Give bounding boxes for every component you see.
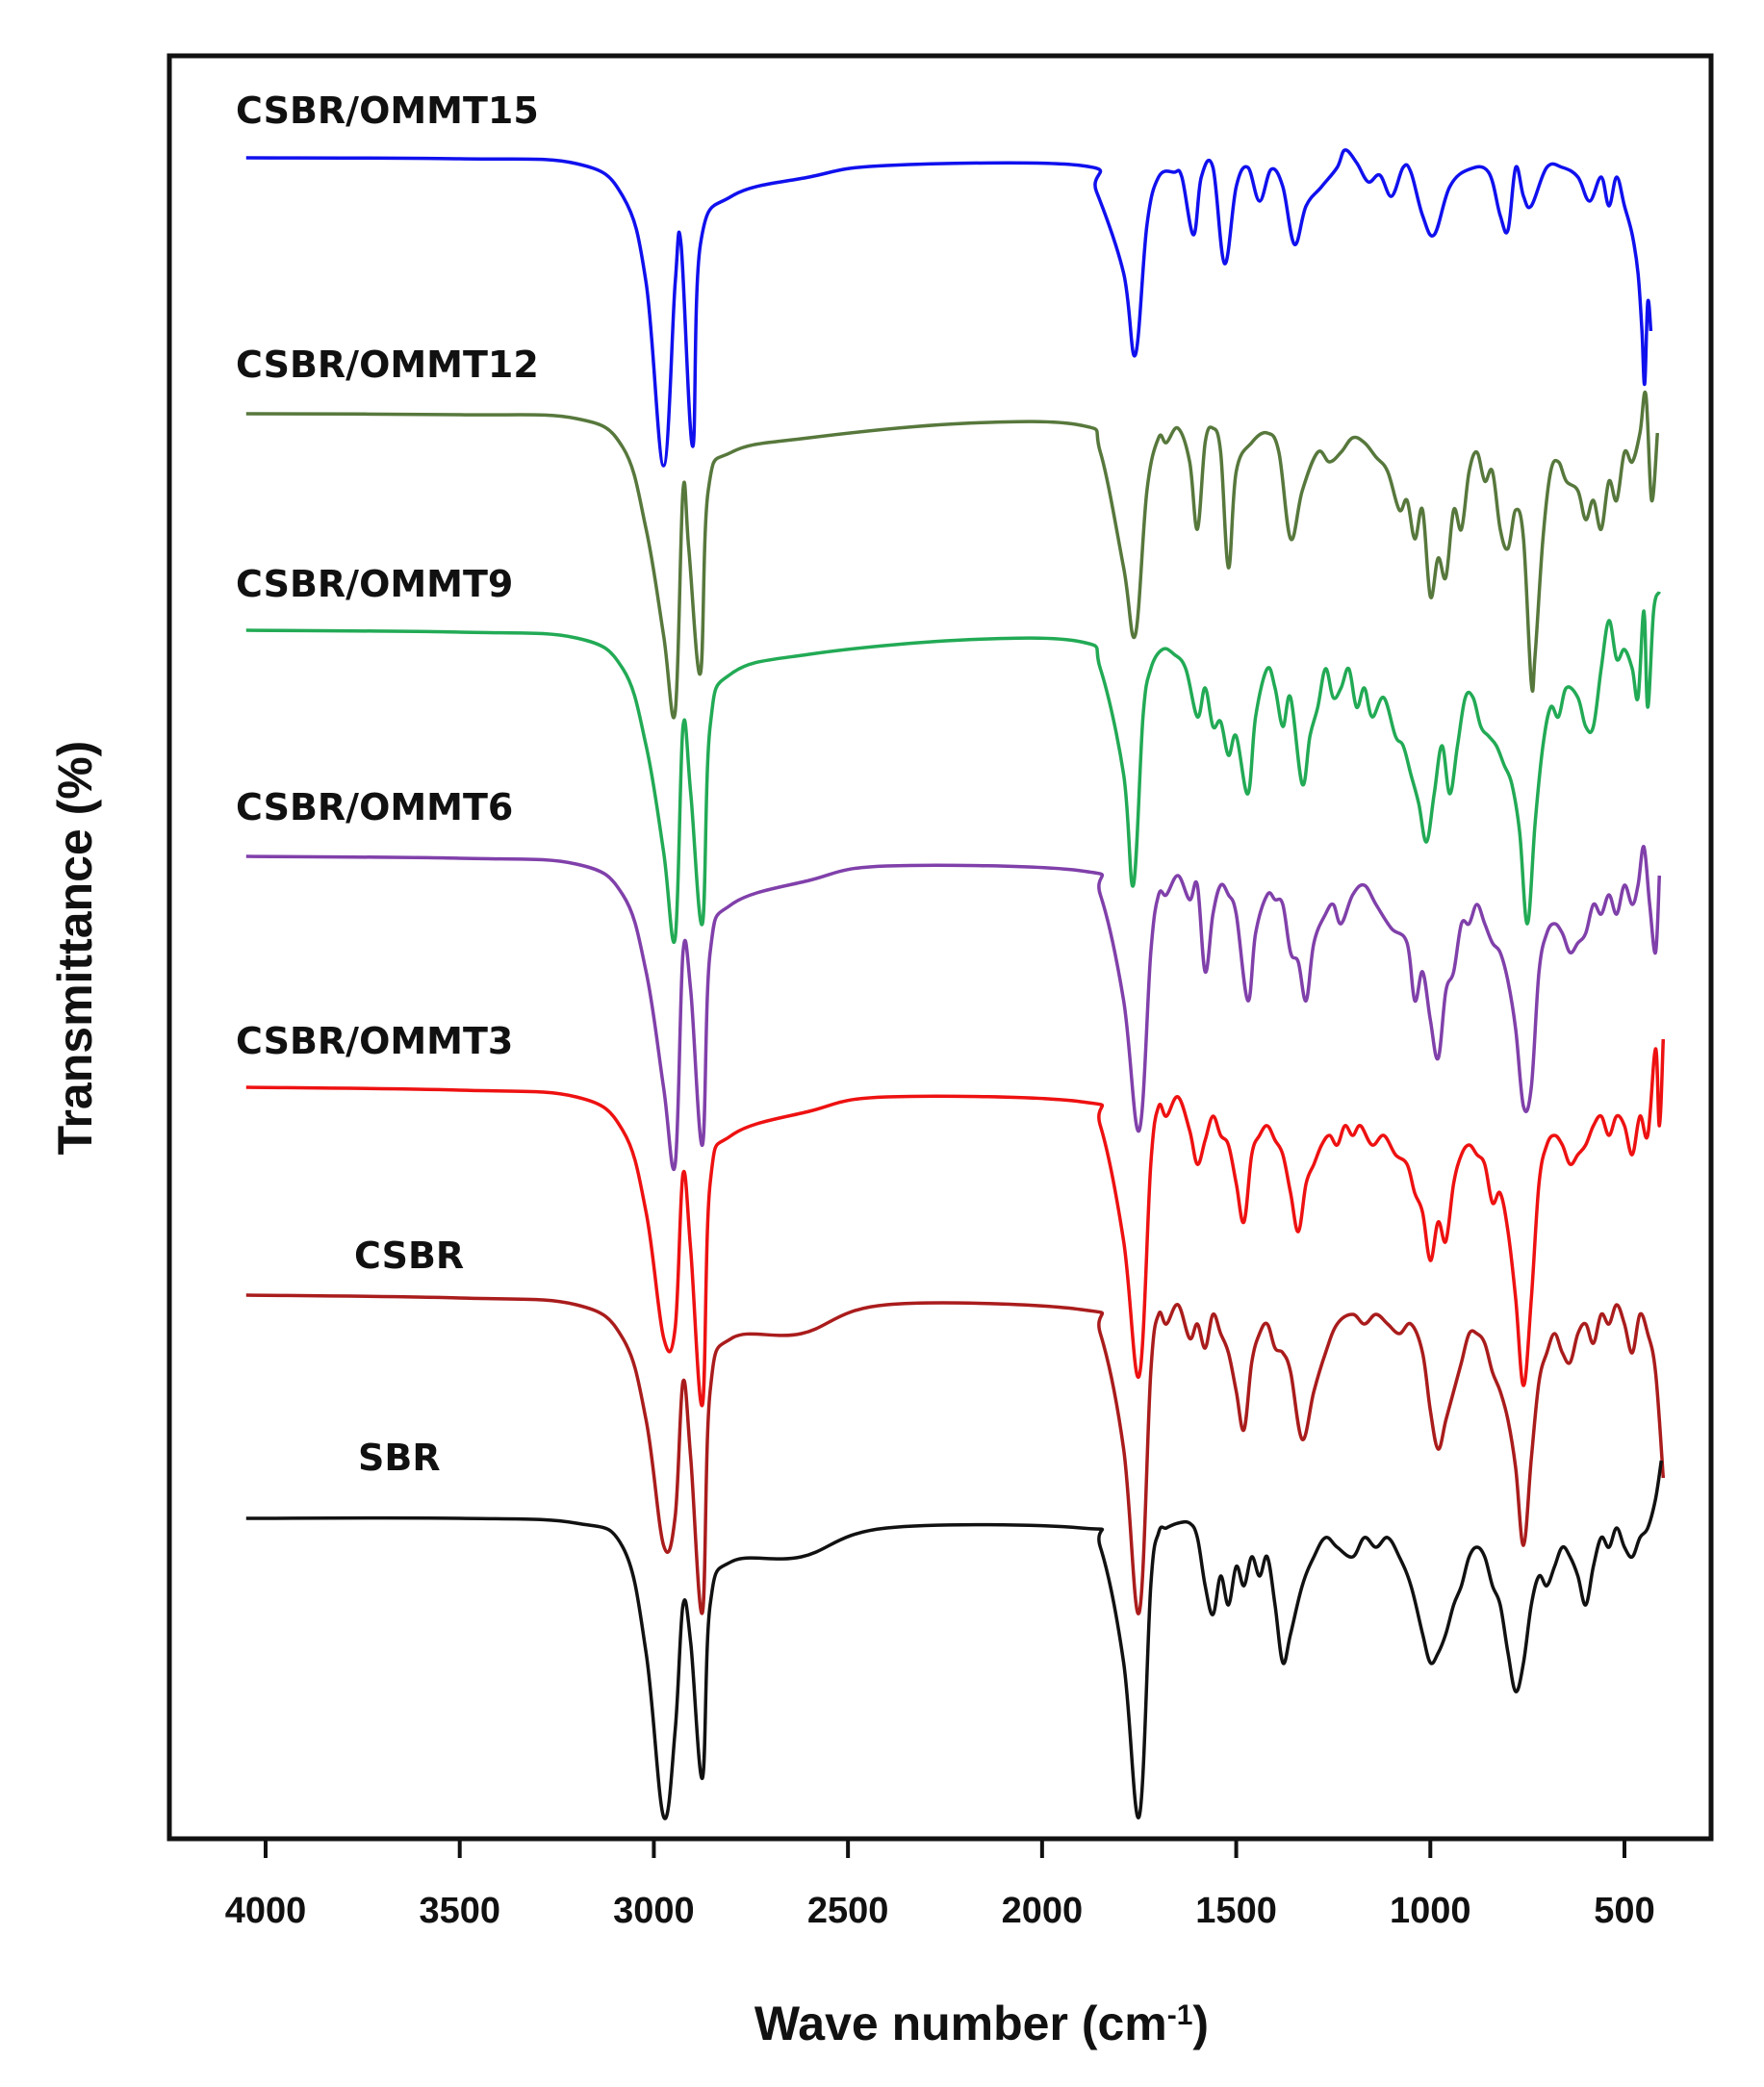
series-line-csbr-ommt3 bbox=[245, 1038, 1666, 1408]
x-tick-label: 4000 bbox=[225, 1891, 307, 1931]
series-label-csbr: CSBR bbox=[354, 1234, 464, 1277]
y-axis-title: Transmittance (%) bbox=[48, 741, 102, 1156]
x-tick-label: 3000 bbox=[613, 1891, 695, 1931]
x-axis-title-superscript: -1 bbox=[1167, 1999, 1193, 2031]
series-line-csbr-ommt9 bbox=[245, 591, 1661, 944]
plot-frame bbox=[166, 53, 1714, 1842]
x-axis-title-main: Wave number (cm bbox=[754, 1997, 1167, 2050]
series-label-csbr-ommt12: CSBR/OMMT12 bbox=[236, 344, 539, 386]
x-axis-title: Wave number (cm-1) bbox=[754, 1997, 1209, 2050]
series-line-csbr-ommt12 bbox=[245, 390, 1660, 720]
x-tick-label: 1000 bbox=[1390, 1891, 1471, 1931]
series-label-csbr-ommt3: CSBR/OMMT3 bbox=[236, 1020, 513, 1062]
series-line-csbr-ommt6 bbox=[245, 845, 1662, 1172]
series-label-csbr-ommt15: CSBR/OMMT15 bbox=[236, 89, 539, 132]
x-tick-label: 3500 bbox=[419, 1891, 500, 1931]
x-tick-label: 500 bbox=[1594, 1891, 1654, 1931]
series-label-csbr-ommt9: CSBR/OMMT9 bbox=[236, 563, 513, 605]
series-group bbox=[245, 148, 1666, 1820]
series-line-sbr bbox=[245, 1460, 1664, 1820]
series-line-csbr bbox=[245, 1293, 1666, 1616]
series-label-csbr-ommt6: CSBR/OMMT6 bbox=[236, 786, 513, 828]
series-label-sbr: SBR bbox=[358, 1437, 441, 1479]
x-tick-label: 2000 bbox=[1002, 1891, 1084, 1931]
series-labels: CSBR/OMMT15 CSBR/OMMT12 CSBR/OMMT9 CSBR/OMM… bbox=[236, 89, 539, 1479]
x-axis-title-close: ) bbox=[1192, 1997, 1209, 2050]
x-tick-label: 1500 bbox=[1195, 1891, 1277, 1931]
x-axis-ticks: 4000 3500 3000 2500 2000 1500 1000 500 bbox=[225, 1839, 1655, 1931]
series-line-csbr-ommt15 bbox=[245, 148, 1653, 468]
x-tick-label: 2500 bbox=[807, 1891, 889, 1931]
